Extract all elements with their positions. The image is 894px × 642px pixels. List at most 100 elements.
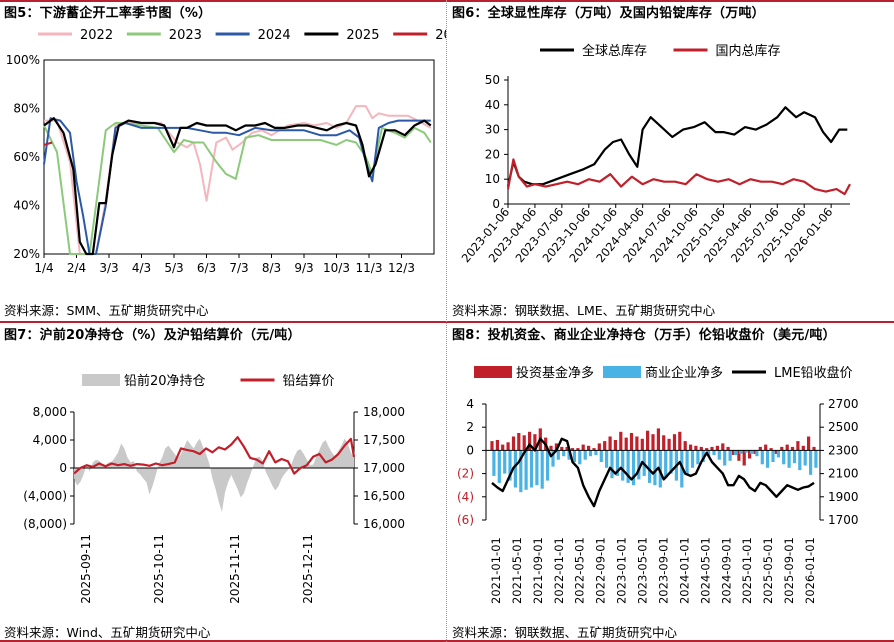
bar-投资基金净多 [689,444,693,451]
bar-投资基金净多 [560,446,564,451]
chart-title: 图8：投机资金、商业企业净持仓（万手）伦铅收盘价（美元/吨） [452,328,836,343]
x-tick-label: 2023-09-01 [656,537,670,604]
y-tick-label: 80% [13,102,40,116]
bar-商业企业净多 [492,450,496,476]
bar-商业企业净多 [637,450,641,480]
bar-投资基金净多 [748,450,752,459]
bar-投资基金净多 [549,445,553,451]
legend-label: 2023 [169,28,202,43]
bar-商业企业净多 [766,450,770,468]
divider-vertical [446,0,447,642]
bar-商业企业净多 [814,450,818,468]
panel-fig7: 图7：沪前20净持仓（%）及沪铅结算价（元/吨） 8,000 4,000 0 (4,0… [0,322,446,642]
bar-商业企业净多 [556,450,560,460]
bar-投资基金净多 [506,442,510,451]
bar-商业企业净多 [809,450,813,475]
bar-投资基金净多 [790,446,795,451]
bar-投资基金净多 [629,433,634,451]
x-tick-label: 2021-05-01 [510,537,524,604]
panel-fig5: 图5：下游蓄企开工率季节图（%） 100% 80% 60% 40% 20% 1/4 2/4 3… [0,0,446,322]
y2-tick-label: 2100 [828,467,859,481]
y-tick-label: (8,000) [23,517,67,531]
y-tick-label: 0 [466,443,474,457]
legend-label: LME铅收盘价 [774,365,853,381]
x-tick-label: 2022-05-01 [573,537,587,604]
y2-tick-label: 2300 [828,443,859,457]
bar-投资基金净多 [619,431,623,451]
series-line-全球总库存 [506,106,848,187]
bar-投资基金净多 [742,450,746,466]
bar-投资基金净多 [495,440,499,451]
chart-source: 资料来源：钢联数据、五矿期货研究中心 [452,625,678,640]
x-tick-label: 4/3 [132,261,151,275]
bar-投资基金净多 [576,448,580,451]
bar-商业企业净多 [723,450,727,466]
x-tick-label: 2021-09-01 [531,537,545,604]
bar-商业企业净多 [503,450,507,474]
chart-fig6: 504030201002023-01-062023-04-062023-07-0… [459,43,851,265]
y-tick-label: (2) [457,467,474,481]
bar-商业企业净多 [551,450,555,467]
x-tick-label: 2/4 [67,261,86,275]
legend-label: 商业企业净多 [645,365,723,381]
bar-商业企业净多 [707,450,711,457]
bar-商业企业净多 [653,450,657,486]
bar-投资基金净多 [780,446,784,451]
legend-label: 国内总库存 [716,43,781,59]
y-tick-label: 10 [485,172,500,186]
bar-商业企业净多 [631,450,636,486]
chart-fig8: 4 2 0 (2) (4) (6) 2700 2500 2300 2100 1900 1700 2021… [457,365,859,604]
bar-商业企业净多 [524,450,528,490]
bar-商业企业净多 [782,450,786,465]
divider-middle [0,321,894,323]
bar-投资基金净多 [726,446,730,451]
x-tick-label: 10/3 [323,261,350,275]
bar-商业企业净多 [712,450,716,455]
bar-商业企业净多 [744,450,748,453]
bar-商业企业净多 [572,450,576,462]
bar-商业企业净多 [696,450,700,465]
bar-投资基金净多 [769,448,773,451]
divider-bottom [0,640,894,642]
series-line-国内总库存 [506,158,851,196]
bar-投资基金净多 [694,445,698,451]
chart-title: 图5：下游蓄企开工率季节图（%） [4,6,212,21]
y-tick-label: 4 [466,397,474,411]
bar-投资基金净多 [570,448,575,451]
legend-swatch [603,366,641,378]
bar-商业企业净多 [615,450,619,476]
x-tick-label: 8/3 [262,261,281,275]
chart-source: 资料来源：Wind、五矿期货研究中心 [4,625,211,640]
bar-商业企业净多 [519,450,523,493]
bar-商业企业净多 [792,450,797,464]
y-tick-label: (6) [457,513,474,527]
x-tick-label: 2022-01-01 [552,537,566,604]
divider-top [0,0,894,2]
y-tick-label: 0 [59,461,67,475]
bar-投资基金净多 [721,443,725,451]
x-tick-label: 2025-05-01 [761,537,775,604]
bar-投资基金净多 [624,437,628,451]
bar-投资基金净多 [737,450,741,461]
x-tick-label: 7/3 [229,261,248,275]
bar-商业企业净多 [540,450,544,489]
bar-商业企业净多 [690,450,695,468]
y-tick-label: 4,000 [33,433,67,447]
y-tick-label: 40% [13,199,40,213]
x-tick-label: 2024-09-01 [719,537,733,604]
bar-投资基金净多 [587,445,591,451]
chart-fig7: 8,000 4,000 0 (4,000) (8,000) 18,000 17,500 17,… [23,373,405,604]
y-tick-label: 8,000 [33,405,67,419]
bar-商业企业净多 [567,450,571,460]
bar-商业企业净多 [578,450,582,465]
chart-source: 资料来源：SMM、五矿期货研究中心 [4,303,209,318]
y2-tick-label: 2500 [828,420,859,434]
legend-label: 2024 [258,28,291,43]
y-tick-label: 2 [466,420,474,434]
legend-label: 铅结算价 [283,374,335,389]
x-tick-label: 6/3 [197,261,216,275]
y2-tick-label: 2700 [828,397,859,411]
x-tick-label: 3/3 [99,261,118,275]
y-tick-label: 20 [485,147,500,161]
bar-投资基金净多 [731,450,736,455]
